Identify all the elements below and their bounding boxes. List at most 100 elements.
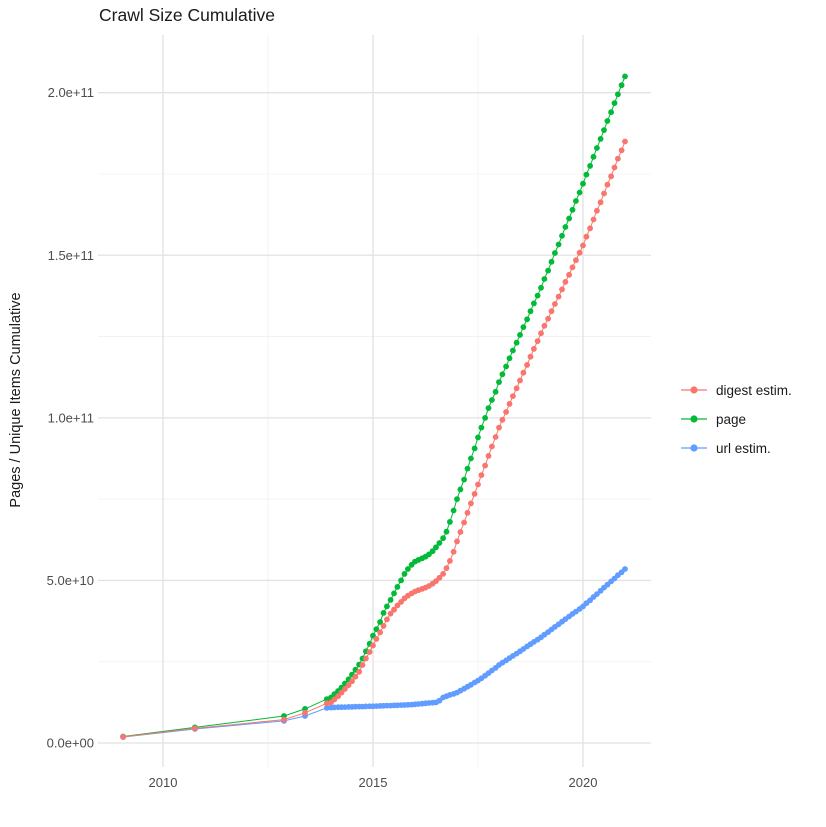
data-point	[517, 332, 523, 338]
data-point	[429, 548, 436, 555]
series-points-page	[120, 73, 628, 740]
data-point	[608, 109, 614, 116]
data-point	[464, 509, 471, 516]
data-point	[377, 629, 383, 636]
data-point	[562, 279, 569, 285]
data-point	[447, 558, 453, 564]
data-point	[323, 705, 330, 711]
data-point	[454, 496, 460, 502]
legend-label: digest estim.	[716, 382, 792, 398]
data-point	[496, 379, 502, 385]
data-point	[531, 346, 537, 352]
data-point	[611, 100, 618, 106]
data-point	[457, 529, 464, 535]
data-point	[597, 199, 604, 206]
data-point	[471, 491, 478, 497]
data-point	[538, 330, 544, 337]
legend-label: page	[716, 411, 747, 427]
data-point	[440, 535, 446, 542]
data-point	[363, 655, 369, 662]
page-key-icon	[681, 415, 707, 423]
data-point	[405, 566, 411, 572]
data-point	[387, 610, 394, 617]
data-point	[555, 241, 562, 248]
data-point	[394, 602, 401, 609]
series-points-url-estim-	[120, 566, 628, 740]
data-point	[573, 198, 579, 204]
data-point	[461, 519, 467, 526]
data-point	[569, 264, 576, 271]
chart-title: Crawl Size Cumulative	[99, 5, 276, 25]
data-point	[597, 136, 604, 142]
data-point	[520, 324, 527, 330]
data-point	[499, 371, 506, 378]
data-point	[510, 393, 516, 399]
data-point	[468, 455, 474, 462]
url-estim-key-icon	[681, 444, 707, 452]
legend: digest estim. page url estim.	[681, 380, 792, 458]
data-point	[338, 689, 345, 696]
digest-estim-key-icon	[681, 386, 707, 394]
data-point	[566, 215, 572, 222]
data-point	[506, 401, 513, 407]
data-point	[461, 476, 467, 483]
data-point	[615, 91, 621, 98]
data-point	[594, 591, 600, 597]
data-point	[552, 250, 558, 256]
data-point	[496, 424, 502, 431]
data-point	[342, 686, 348, 692]
data-point	[538, 284, 544, 291]
data-point	[447, 519, 453, 525]
data-point	[384, 616, 390, 623]
data-point	[513, 385, 520, 392]
data-point	[604, 118, 611, 124]
data-point	[527, 308, 534, 315]
data-point	[401, 571, 408, 577]
legend-item-url-estim: url estim.	[681, 438, 792, 458]
data-point	[489, 397, 495, 403]
data-point	[611, 164, 618, 171]
data-point	[485, 405, 492, 411]
data-point	[618, 82, 625, 89]
data-point	[478, 472, 485, 478]
data-point	[335, 693, 341, 700]
data-point	[510, 347, 516, 354]
data-point	[192, 725, 198, 732]
data-point	[373, 636, 380, 642]
data-point	[471, 445, 478, 452]
data-point	[590, 216, 597, 223]
data-point	[587, 225, 593, 232]
data-point	[622, 138, 628, 145]
data-point	[524, 316, 530, 323]
data-point	[615, 155, 621, 162]
data-point	[387, 597, 394, 603]
data-point	[345, 682, 352, 688]
data-point	[548, 258, 555, 265]
data-point	[541, 276, 548, 282]
data-point	[394, 584, 401, 590]
data-point	[398, 577, 404, 584]
data-point	[534, 338, 541, 344]
data-point	[618, 147, 625, 154]
data-point	[590, 153, 597, 160]
data-point	[464, 465, 471, 472]
data-point	[534, 292, 541, 299]
data-point	[436, 574, 443, 581]
data-point	[478, 424, 485, 431]
data-point	[352, 673, 359, 680]
data-point	[517, 377, 523, 384]
data-point	[559, 232, 565, 239]
data-point	[622, 73, 628, 80]
data-point	[545, 315, 551, 322]
x-tick-label: 2020	[569, 775, 598, 790]
data-point	[583, 233, 590, 240]
data-point	[520, 369, 527, 376]
y-tick-label: 0.0e+00	[47, 736, 94, 751]
y-tick-label: 2.0e+11	[48, 85, 94, 100]
data-point	[457, 486, 464, 493]
data-point	[492, 388, 499, 395]
data-point	[492, 434, 499, 440]
data-point	[587, 163, 593, 169]
data-point	[545, 267, 551, 274]
